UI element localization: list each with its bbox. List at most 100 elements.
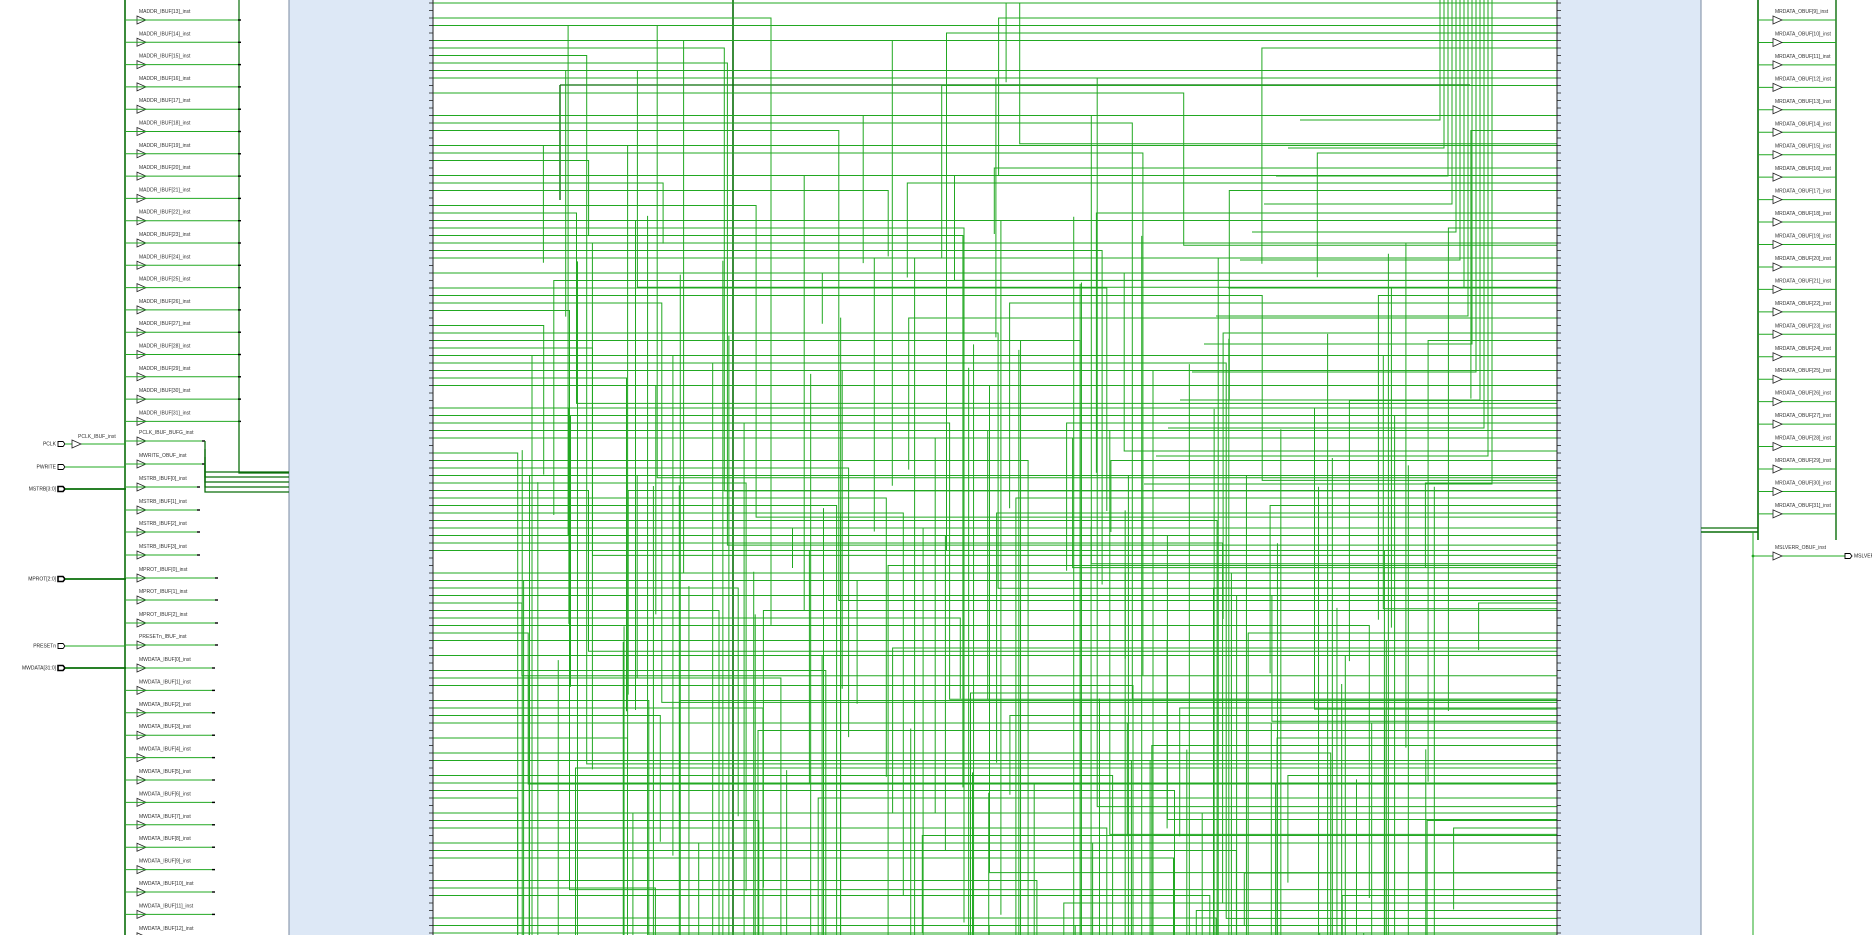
- net-wire: [433, 640, 1557, 935]
- net-wire: [635, 220, 1557, 710]
- net-wire: [1179, 707, 1557, 837]
- mrdata-buffer-label: MRDATA_OBUF[28]_inst: [1775, 436, 1832, 442]
- net-wire: [808, 550, 1557, 784]
- net-wire: [1247, 632, 1557, 935]
- mwdata-buffer-label: MWDATA_IBUF[8]_inst: [139, 836, 191, 842]
- net-wire: [433, 77, 1557, 808]
- mwdata-buffer-label: MWDATA_IBUF[6]_inst: [139, 791, 191, 797]
- control-buffer-label: PCLK_IBUF_BUFG_inst: [139, 430, 194, 436]
- port-mslverr-label: MSLVERR: [1854, 554, 1872, 560]
- mwdata-buffer-label: MWDATA_IBUF[11]_inst: [139, 903, 194, 909]
- net-wire: [1288, 0, 1445, 149]
- mrdata-buffer-label: MRDATA_OBUF[9]_inst: [1775, 9, 1829, 15]
- mrdata-buffer-triangle: [1772, 150, 1783, 160]
- net-wire: [757, 730, 1557, 935]
- net-wire: [1063, 902, 1557, 935]
- net-wire: [1427, 340, 1557, 782]
- mwdata-buffer-label: MWDATA_IBUF[1]_inst: [139, 679, 191, 685]
- net-wire: [523, 580, 1557, 935]
- net-wire: [570, 415, 1557, 687]
- mwdata-buffer-label: MWDATA_IBUF[4]_inst: [139, 747, 191, 753]
- maddr-buffer-label: MADDR_IBUF[13]_inst: [139, 9, 191, 15]
- net-wire: [1015, 497, 1557, 935]
- mrdata-buffer-label: MRDATA_OBUF[17]_inst: [1775, 189, 1832, 195]
- mwdata-buffer-label: MWDATA_IBUF[5]_inst: [139, 769, 191, 775]
- mrdata-buffer-label: MRDATA_OBUF[10]_inst: [1775, 31, 1832, 37]
- port-pwrite-shape: [57, 464, 66, 470]
- net-wire: [655, 385, 1557, 615]
- net-wire: [433, 55, 1557, 765]
- maddr-buffer-label: MADDR_IBUF[24]_inst: [139, 254, 191, 260]
- net-wire: [1261, 47, 1557, 264]
- mwdata-buffer-label: MWDATA_IBUF[0]_inst: [139, 657, 191, 663]
- mrdata-buffer-label: MRDATA_OBUF[22]_inst: [1775, 301, 1832, 307]
- net-wire: [1166, 640, 1557, 829]
- net-wire: [433, 422, 1557, 700]
- left-buffer-column: MADDR_IBUF[13]_inst MADDR_IBUF[14]_inst MA…: [124, 0, 289, 935]
- net-wire: [1151, 745, 1557, 935]
- net-wire: [1424, 482, 1557, 568]
- control-buffer-label: MSTRB_IBUF[3]_inst: [139, 544, 187, 550]
- pclk-ibuf-label: PCLK_IBUF_inst: [78, 434, 116, 440]
- net-wire: [841, 370, 1557, 689]
- net-wire: [1228, 0, 1465, 289]
- net-wire: [433, 722, 1557, 935]
- net-wire: [792, 527, 1557, 568]
- net-wire: [433, 130, 1557, 601]
- right-buffer-column: MRDATA_OBUF[9]_inst MRDATA_OBUF[10]_inst M…: [1701, 0, 1872, 935]
- mslverr-buffer-triangle: [1772, 551, 1783, 561]
- net-wire: [862, 115, 1557, 264]
- net-wire: [627, 490, 1557, 695]
- mrdata-buffer-triangle: [1772, 486, 1783, 497]
- net-wire: [433, 895, 1211, 935]
- net-wire: [433, 737, 628, 935]
- mrdata-buffer-label: MRDATA_OBUF[14]_inst: [1775, 121, 1832, 127]
- mwdata-buffer-label: MWDATA_IBUF[10]_inst: [139, 881, 194, 887]
- net-wire: [433, 152, 1144, 676]
- net-wire: [1319, 932, 1557, 935]
- net-wire: [1110, 460, 1557, 532]
- net-wire: [433, 820, 1557, 935]
- net-wire: [821, 655, 1557, 935]
- net-wire: [433, 212, 1557, 404]
- net-wire: [433, 452, 519, 935]
- port-mwdata-label: MWDATA[31:0]: [22, 666, 57, 672]
- net-wire: [1180, 0, 1481, 401]
- mrdata-buffer-label: MRDATA_OBUF[18]_inst: [1775, 211, 1832, 217]
- net-wire: [1156, 0, 1489, 457]
- mrdata-buffer-triangle: [1772, 239, 1783, 250]
- mrdata-buffer-label: MRDATA_OBUF[26]_inst: [1775, 391, 1832, 397]
- net-wire: [433, 287, 1108, 511]
- mrdata-buffer-triangle: [1772, 329, 1783, 339]
- net-wire: [1236, 595, 1557, 935]
- mrdata-buffer-label: MRDATA_OBUF[25]_inst: [1775, 368, 1832, 374]
- maddr-buffer-label: MADDR_IBUF[15]_inst: [139, 54, 191, 60]
- net-wire: [1316, 152, 1557, 278]
- net-wire: [433, 2, 1557, 145]
- net-wire: [698, 842, 1557, 935]
- net-wire: [433, 595, 1557, 722]
- mrdata-buffer-triangle: [1772, 60, 1783, 70]
- net-wire: [817, 797, 1557, 935]
- control-buffer-label: MPROT_IBUF[1]_inst: [139, 589, 188, 595]
- mrdata-buffer-label: MRDATA_OBUF[19]_inst: [1775, 234, 1832, 240]
- net-wire: [1168, 0, 1485, 429]
- net-wire: [1213, 587, 1557, 935]
- maddr-buffer-label: MADDR_IBUF[22]_inst: [139, 210, 191, 216]
- net-wire: [921, 835, 1557, 933]
- net-wire: [433, 670, 827, 935]
- net-wire: [433, 182, 664, 244]
- net-wire: [433, 617, 961, 699]
- net-wire: [1264, 0, 1453, 205]
- net-wire: [433, 685, 1557, 935]
- port-pwrite-label: PWRITE: [37, 465, 57, 471]
- net-wire: [433, 505, 1557, 935]
- net-wire: [433, 377, 627, 712]
- net-wire: [1144, 0, 1493, 485]
- mrdata-buffer-triangle: [1772, 105, 1783, 115]
- net-wire: [934, 437, 1557, 814]
- net-wire: [672, 355, 1557, 856]
- net-wire: [1287, 775, 1557, 883]
- net-wire: [433, 430, 1557, 835]
